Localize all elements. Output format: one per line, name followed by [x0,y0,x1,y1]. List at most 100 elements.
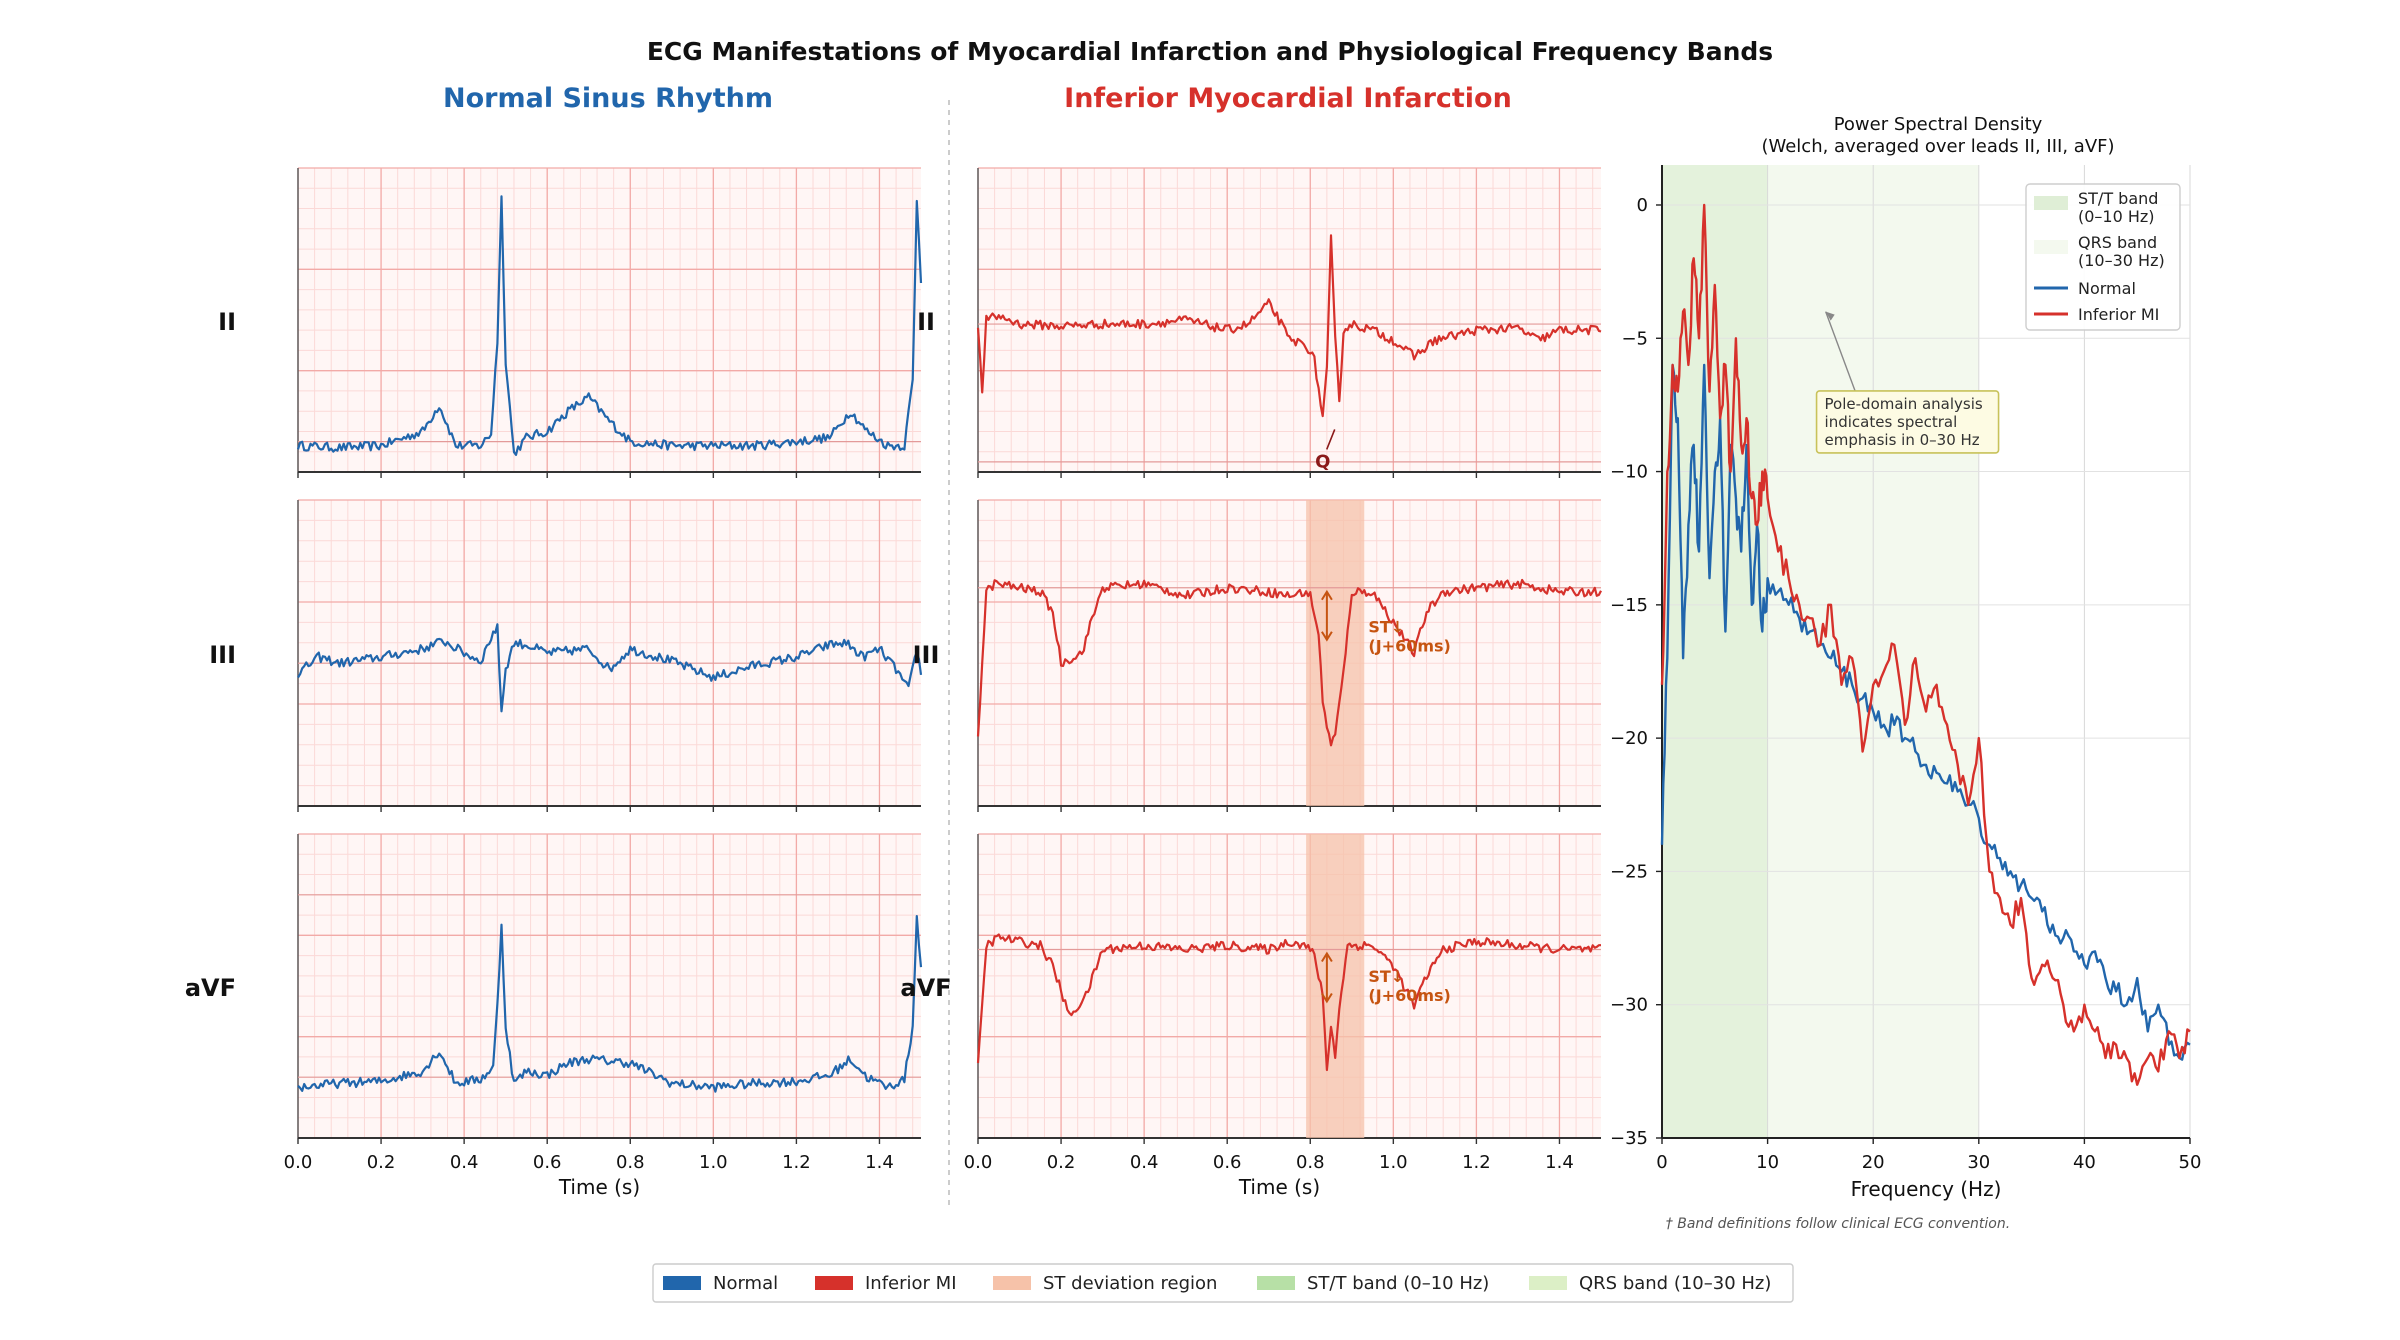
lead-label-left-III: III [209,641,236,669]
lead-label-right-III: III [913,641,940,669]
psd-xlabel: Frequency (Hz) [1851,1177,2002,1201]
psd-legend-label-st-line: ST/T band [2078,189,2158,208]
bottom-legend-label-mi: Inferior MI [865,1273,957,1294]
psd-xtick-label: 0 [1656,1152,1667,1173]
ecg-normal-xtick-label: 1.2 [782,1152,811,1173]
ecg-mi-xtick-label: 0.2 [1047,1152,1076,1173]
psd-annotation-text-line: emphasis in 0–30 Hz [1825,431,1980,449]
psd-ytick-label: −5 [1621,328,1648,349]
lead-label-left-II: II [218,308,236,336]
ecg-normal-xtick-label: 0.0 [284,1152,313,1173]
bottom-legend-label-qrs_band: QRS band (10–30 Hz) [1579,1273,1771,1294]
ecg-normal-lead-II: II II [218,167,935,478]
ecg-mi-lead-II: Q [976,167,1602,478]
ecg-normal-xtick-label: 1.4 [865,1152,894,1173]
ecg-mi-xlabel: Time (s) [1238,1175,1320,1199]
psd-ytick-label: 0 [1637,195,1648,216]
ecg-normal-lead-aVF: aVF aVF [185,833,952,1144]
psd-annotation-text-line: indicates spectral [1825,413,1958,431]
psd-series-inferior-mi [1660,203,2191,1086]
psd-subtitle: (Welch, averaged over leads II, III, aVF… [1761,136,2114,157]
psd-legend-box [2025,183,2181,331]
ecg-normal-panel-bg-0 [298,168,921,472]
st-depression-arrowheads [1321,951,1333,1004]
psd-legend-label-st-line: (0–10 Hz) [2078,207,2155,226]
psd-annotation-box [1815,390,2000,454]
bottom-legend-label-st_region: ST deviation region [1043,1273,1217,1294]
psd-ytick-label: −25 [1610,861,1648,882]
psd-title: Power Spectral Density [1834,114,2043,135]
bottom-legend-swatch-qrs_band [1529,1276,1567,1290]
ecg-mi-xtick-label: 0.8 [1296,1152,1325,1173]
ecg-normal-xtick-label: 1.0 [699,1152,728,1173]
st-depression-label-line: ST↓ [1368,618,1404,637]
ecg-mi-xtick-label: 1.4 [1545,1152,1574,1173]
psd-xtick-label: 50 [2179,1152,2202,1173]
bottom-legend-swatch-normal [663,1276,701,1290]
lead-label-right-aVF: aVF [900,974,951,1002]
ecg-normal-xtick-label: 0.2 [367,1152,396,1173]
psd-annotation-text: Pole-domain analysis indicates spectral em… [1825,395,1983,449]
ecg-normal-xtick-label: 0.8 [616,1152,645,1173]
psd-legend-label-qrs: QRS band (10–30 Hz) [2078,233,2165,270]
psd-legend-label-mi: Inferior MI [2078,305,2159,324]
ecg-mi-panels: QST↓ (J+60ms)ST↓ (J+60ms)0.0 0.2 0.4 0.6 0.8 1.… [964,167,1602,1199]
lead-label-left-aVF: aVF [185,974,236,1002]
ecg-normal-trace-aVF [297,915,923,1093]
psd-ytick-label: −35 [1610,1128,1648,1149]
ecg-normal-lead-III: III III [209,499,940,812]
psd-ytick-label: −30 [1610,995,1648,1016]
psd-annotation-arrowhead [1825,311,1835,321]
psd-legend-label-qrs-line: QRS band [2078,233,2157,252]
ecg-mi-panel-bg-2 [978,834,1601,1138]
psd-legend-label-st: ST/T band (0–10 Hz) [2078,189,2158,226]
ecg-normal-trace-III [297,623,923,713]
bottom-legend-label-st_band: ST/T band (0–10 Hz) [1307,1273,1489,1294]
left-column-title: Normal Sinus Rhythm [443,83,773,114]
ecg-normal-panel-bg-2 [298,834,921,1138]
psd-xtick-label: 30 [1967,1152,1990,1173]
ecg-mi-lead-aVF: ST↓ (J+60ms) [976,833,1601,1144]
ecg-mi-xtick-label: 0.6 [1213,1152,1242,1173]
psd-xtick-label: 40 [2073,1152,2096,1173]
q-wave-label: Q [1315,451,1330,472]
ecg-mi-panel-bg-1 [978,500,1601,806]
psd-xtick-label: 10 [1756,1152,1779,1173]
ecg-normal-xtick-label: 0.6 [533,1152,562,1173]
st-depression-label: ST↓ (J+60ms) [1368,967,1450,1005]
ecg-normal-trace-II [296,195,923,456]
st-depression-arrowheads [1321,589,1333,642]
figure-title: ECG Manifestations of Myocardial Infarct… [647,37,1773,66]
psd-ytick-label: −15 [1610,595,1648,616]
st-depression-label-line: ST↓ [1368,967,1404,986]
psd-ytick-label: −20 [1610,728,1648,749]
ecg-normal-xlabel: Time (s) [558,1175,640,1199]
st-depression-label-line: (J+60ms) [1368,986,1450,1005]
bottom-legend-box [652,1263,1794,1303]
psd-annotation-arrow [1825,311,1858,396]
bottom-legend-swatch-st_band [1257,1276,1295,1290]
ecg-mi-panel-bg-0 [978,168,1601,472]
bottom-legend-label-normal: Normal [713,1273,778,1294]
bottom-legend-swatch-st_region [993,1276,1031,1290]
bottom-legend: Normal Inferior MI ST deviation region ST/T… [652,1263,1794,1303]
ecg-mi-xtick-label: 1.2 [1462,1152,1491,1173]
st-depression-label: ST↓ (J+60ms) [1368,618,1450,656]
st-depression-label-line: (J+60ms) [1368,637,1450,656]
psd-annotation-text-line: Pole-domain analysis [1825,395,1983,413]
ecg-mi-trace-II [976,234,1602,418]
psd-ytick-label: −10 [1610,462,1648,483]
st-deviation-region [1306,834,1365,1138]
lead-label-right-II: II [917,308,935,336]
psd-legend-label-qrs-line: (10–30 Hz) [2078,251,2165,270]
psd-xtick-label: 20 [1862,1152,1885,1173]
psd-st-band [1662,165,1768,1138]
ecg-mi-trace-III [976,578,1602,747]
bottom-legend-swatch-mi [815,1276,853,1290]
middle-column-title: Inferior Myocardial Infarction [1064,83,1512,114]
psd-legend-swatch-qrs [2034,240,2068,254]
q-wave-arrow [1325,429,1336,450]
